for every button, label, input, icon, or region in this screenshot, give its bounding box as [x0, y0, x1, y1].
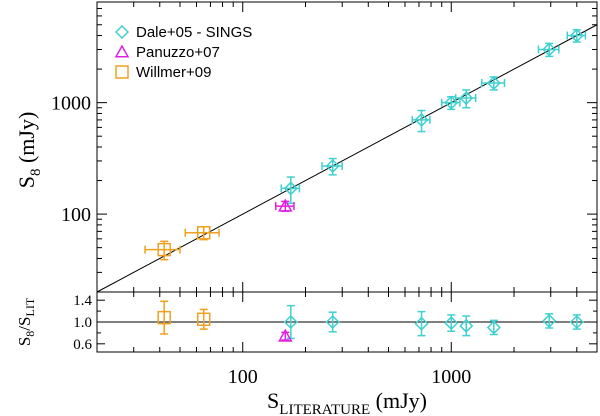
data-point [325, 158, 340, 174]
data-point [414, 112, 429, 127]
ratio-point [542, 313, 557, 328]
ratio-point [569, 314, 584, 330]
xlabel: SLITERATURE (mJy) [267, 388, 427, 416]
data-point [459, 90, 474, 106]
y-tick-label: 100 [61, 204, 91, 226]
ratio-point [157, 310, 171, 325]
ratio-point [283, 314, 298, 330]
bottom-ylabel: S8/SLIT [15, 297, 37, 346]
legend-marker [115, 65, 129, 79]
y-tick-label: 1.4 [73, 293, 92, 309]
data-point [196, 226, 211, 240]
data-marks [144, 28, 587, 342]
y-tick-label: 1000 [51, 93, 91, 115]
y-tick-label: 1.0 [73, 315, 92, 331]
legend: Dale+05 - SINGS Panuzzo+07 Willmer+09 [114, 24, 252, 81]
ratio-point [196, 312, 211, 327]
legend-marker [114, 44, 130, 58]
data-point [569, 28, 584, 43]
x-tick-label: 100 [228, 366, 258, 388]
data-point [278, 198, 293, 212]
x-tick-label: 1000 [431, 366, 471, 388]
data-point [542, 42, 557, 57]
ratio-point [444, 316, 459, 331]
ratio-point [459, 318, 474, 333]
legend-label: Panuzzo+07 [136, 44, 220, 61]
legend-label: Dale+05 - SINGS [136, 24, 252, 41]
ratio-point [325, 314, 340, 330]
axis-ticks [96, 1, 598, 352]
ratio-point [486, 320, 501, 335]
y-tick-label: 0.6 [73, 337, 92, 353]
ratio-point [278, 328, 293, 342]
tick-labels: 100 1000 100 1000 0.6 1.0 1.4 [51, 93, 471, 388]
legend-marker [114, 24, 130, 40]
legend-label: Willmer+09 [136, 64, 211, 81]
top-ylabel: S8 (mJy) [14, 112, 44, 189]
data-point [157, 242, 171, 257]
data-point [283, 181, 298, 196]
ratio-point [414, 316, 429, 331]
data-point [486, 75, 501, 91]
